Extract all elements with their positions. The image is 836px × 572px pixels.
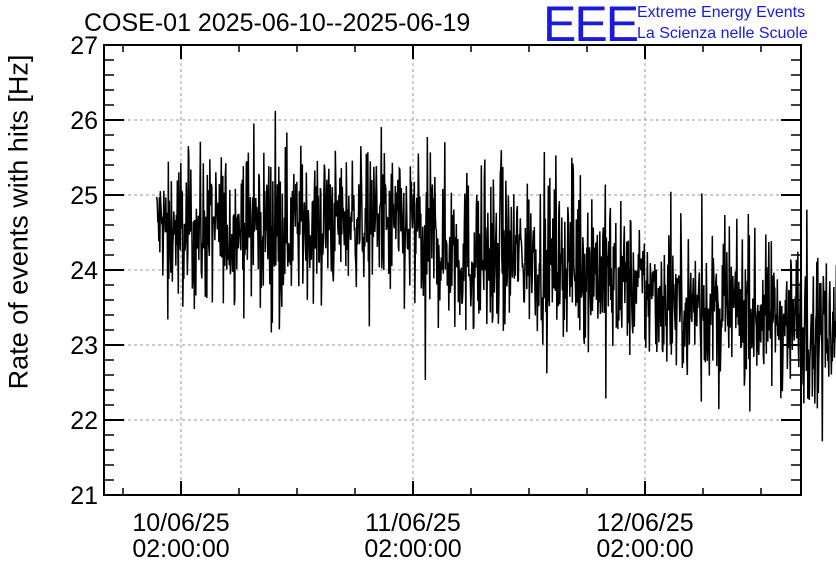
- y-tick-label: 22: [70, 407, 98, 435]
- x-tick-label-time: 02:00:00: [132, 535, 229, 563]
- x-tick-label-date: 11/06/25: [365, 509, 460, 537]
- logo-text-line1: Extreme Energy Events: [637, 4, 806, 21]
- x-tick-label-time: 02:00:00: [596, 535, 693, 563]
- chart-title: COSE-01 2025-06-10--2025-06-19: [84, 9, 471, 37]
- x-axis: 10/06/2502:00:0011/06/2502:00:0012/06/25…: [122, 45, 762, 563]
- x-tick-label-time: 02:00:00: [364, 535, 461, 563]
- x-tick-label-date: 10/06/25: [132, 509, 229, 537]
- series-line-rate: [156, 110, 836, 442]
- logo-text-line2: La Scienza nelle Scuole: [637, 25, 808, 42]
- eee-logo-mark: EEE: [543, 0, 639, 52]
- y-tick-label: 27: [70, 32, 98, 60]
- y-axis: 21 22 23 24 25 26 27: [70, 32, 801, 510]
- x-tick-label-date: 12/06/25: [596, 509, 693, 537]
- y-tick-label: 26: [70, 107, 98, 135]
- y-axis-label: Rate of events with hits [Hz]: [3, 54, 34, 390]
- y-tick-label: 25: [70, 182, 98, 210]
- y-tick-label: 24: [70, 257, 98, 285]
- y-tick-label: 21: [70, 482, 98, 510]
- y-tick-label: 23: [70, 332, 98, 360]
